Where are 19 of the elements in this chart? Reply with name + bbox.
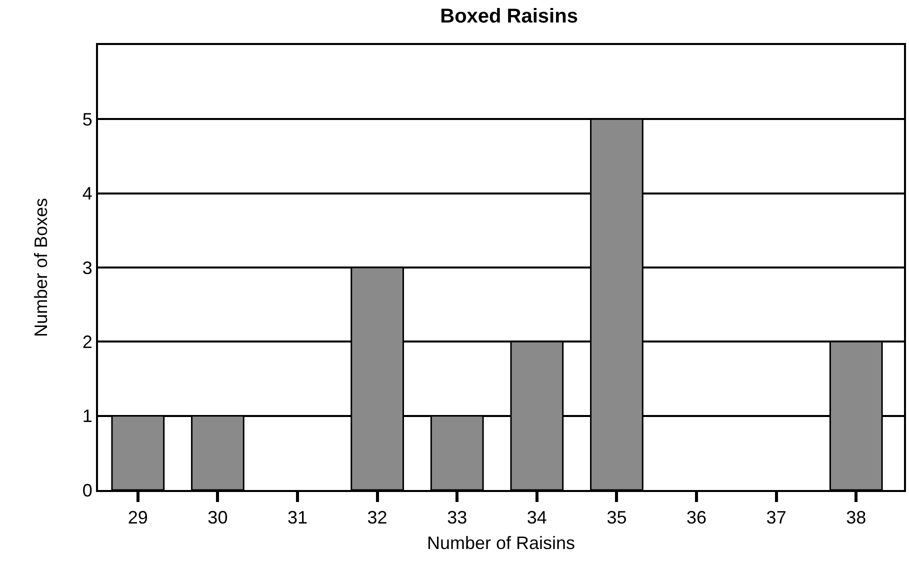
y-tick-label: 2 [82,332,92,352]
x-tick-label: 36 [686,508,707,528]
chart-title: Boxed Raisins [440,6,578,28]
y-tick-label: 4 [82,184,92,204]
y-axis-title: Number of Boxes [31,198,52,338]
x-tick-label: 38 [846,508,866,528]
x-axis-title: Number of Raisins [426,533,576,554]
x-tick-label: 35 [606,508,627,528]
x-tick-label: 30 [208,508,228,528]
y-tick-label: 3 [82,258,92,278]
x-tick-label: 33 [447,508,468,528]
y-tick-label: 0 [82,480,92,500]
y-tick-label: 1 [82,406,92,426]
y-tick-label: 5 [82,109,92,130]
x-tick-label: 31 [287,508,308,528]
x-tick-label: 32 [367,508,388,528]
x-tick-label: 29 [128,508,148,528]
x-tick-label: 34 [526,508,547,528]
x-tick-label: 37 [766,508,786,528]
